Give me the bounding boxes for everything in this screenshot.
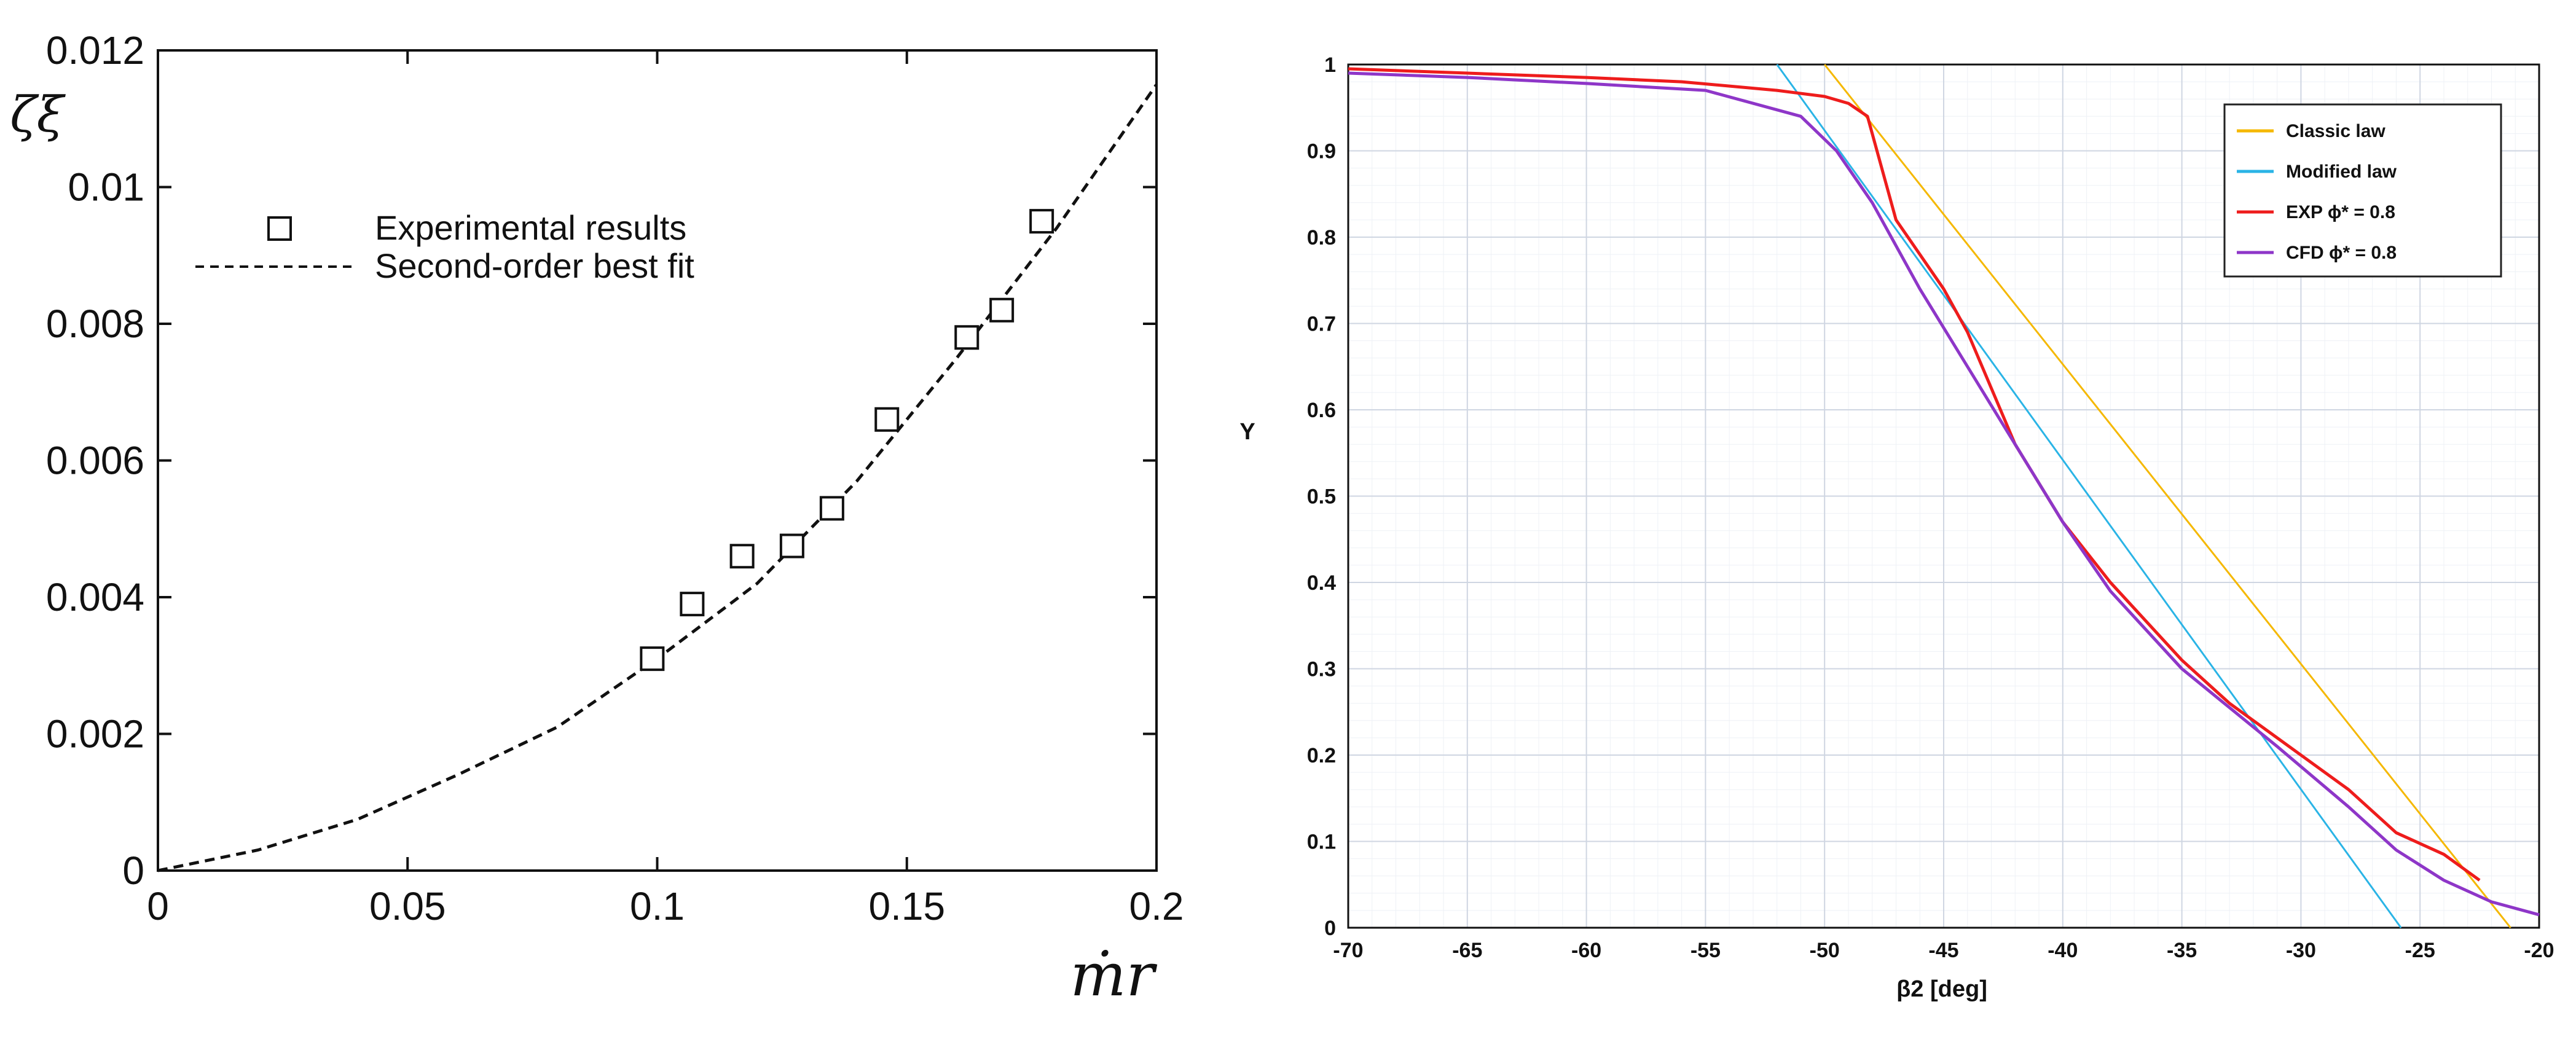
plot-frame-right — [1347, 63, 2540, 929]
x-tick-label-left: 0 — [147, 884, 169, 928]
x-tick-label-right: -65 — [1452, 939, 1482, 962]
series-line-modified — [1776, 64, 2402, 928]
series-line-fit — [157, 84, 1158, 872]
x-tick-label-left: 0.1 — [630, 884, 685, 928]
legend-label-cfd: CFD ϕ* = 0.8 — [2286, 243, 2397, 263]
series-line-classic — [1824, 64, 2511, 928]
data-point-experimental — [640, 646, 665, 672]
x-axis-label-right: β2 [deg] — [1896, 976, 1987, 1002]
y-tick-label-right: 1 — [1324, 53, 1336, 77]
ticks-left — [157, 49, 1158, 872]
legend-box-right — [2223, 103, 2502, 278]
x-tick-label-left: 0.05 — [369, 884, 446, 928]
data-point-experimental — [874, 407, 900, 432]
chart-right: -70 -65 -60 -55 -50 -45 -40 -35 -30 -25 -20 0 0.1 0.2… — [1239, 53, 2554, 1002]
x-tick-label-right: -70 — [1333, 939, 1363, 962]
x-tick-label-right: -45 — [1928, 939, 1958, 962]
y-tick-label-left: 0.006 — [46, 439, 144, 483]
x-tick-label-right: -55 — [1690, 939, 1721, 962]
x-tick-label-right: -50 — [1810, 939, 1840, 962]
legend-label-classic: Classic law — [2286, 121, 2386, 141]
legend-label-fit: Second-order best fit — [375, 246, 694, 285]
y-tick-label-right: 0.8 — [1307, 226, 1336, 249]
y-tick-label-right: 0.2 — [1307, 744, 1336, 767]
y-tick-label-right: 0.9 — [1307, 140, 1336, 163]
legend-label-exp: EXP ϕ* = 0.8 — [2286, 202, 2395, 222]
x-tick-label-right: -20 — [2524, 939, 2554, 962]
tick-labels-right: -70 -65 -60 -55 -50 -45 -40 -35 -30 -25 -20 0 0.1 0.2… — [1307, 53, 2554, 962]
x-tick-label-left: 0.15 — [868, 884, 945, 928]
y-tick-label-right: 0.5 — [1307, 485, 1336, 509]
y-tick-label-right: 0 — [1324, 917, 1336, 940]
x-tick-label-right: -35 — [2167, 939, 2197, 962]
y-axis-label-left: ζξ — [10, 86, 66, 143]
y-tick-label-left: 0 — [122, 848, 144, 893]
x-tick-label-left: 0.2 — [1129, 884, 1184, 928]
series-left — [157, 84, 1158, 872]
y-tick-label-right: 0.7 — [1307, 313, 1336, 336]
series-right — [1348, 64, 2540, 928]
legend-label-experimental: Experimental results — [375, 208, 686, 247]
y-tick-label-right: 0.3 — [1307, 658, 1336, 681]
y-tick-label-right: 0.4 — [1307, 571, 1336, 595]
x-tick-label-right: -30 — [2286, 939, 2316, 962]
legend-left: Experimental results Second-order best f… — [195, 208, 694, 285]
x-tick-label-right: -60 — [1571, 939, 1601, 962]
legend-right: Classic law Modified law EXP ϕ* = 0.8 CF… — [2223, 103, 2502, 278]
y-tick-label-right: 0.1 — [1307, 831, 1336, 854]
data-point-experimental — [680, 592, 705, 617]
x-axis-label-left: ṁr — [1070, 941, 1158, 1009]
x-tick-label-right: -40 — [2048, 939, 2078, 962]
y-tick-label-right: 0.6 — [1307, 399, 1336, 422]
tick-labels-left: 0 0.05 0.1 0.15 0.2 0 0.002 0.004 0.006 0.008 0.01… — [46, 28, 1184, 928]
series-line-cfd — [1348, 71, 2540, 917]
y-tick-label-left: 0.008 — [46, 302, 144, 346]
data-point-experimental — [954, 325, 980, 350]
data-point-experimental — [989, 297, 1015, 323]
plot-frame-left — [157, 49, 1158, 872]
legend-marker-experimental — [267, 216, 292, 241]
data-point-experimental — [779, 533, 804, 558]
x-tick-label-right: -25 — [2405, 939, 2435, 962]
series-line-exp — [1348, 67, 2481, 882]
y-tick-label-left: 0.01 — [68, 165, 144, 210]
y-tick-label-left: 0.002 — [46, 712, 144, 756]
y-tick-label-left: 0.004 — [46, 575, 144, 619]
data-point-experimental — [819, 496, 844, 521]
legend-label-modified: Modified law — [2286, 162, 2397, 182]
data-point-experimental — [1029, 209, 1054, 234]
data-point-experimental — [729, 544, 755, 569]
y-tick-label-left: 0.012 — [46, 28, 144, 72]
y-axis-label-right: Y — [1239, 419, 1255, 445]
chart-left: 0 0.05 0.1 0.15 0.2 0 0.002 0.004 0.006 0.008 0.01… — [10, 28, 1184, 1009]
